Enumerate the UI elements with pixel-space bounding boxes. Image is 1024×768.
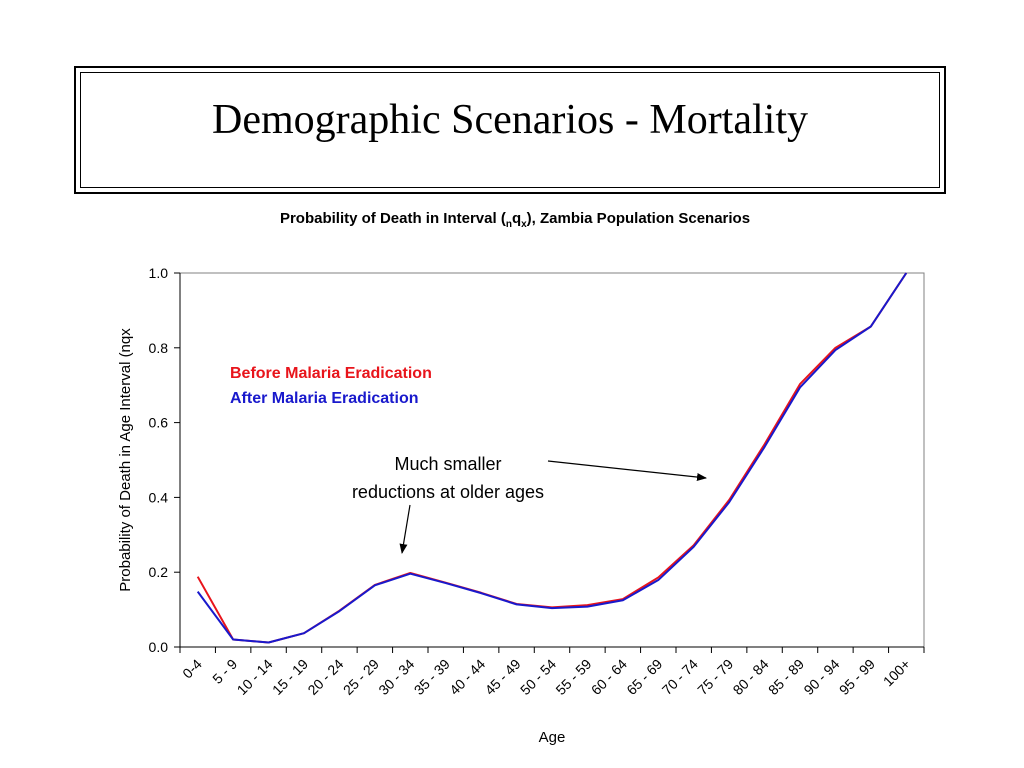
chart-title-sub-n: n [505,219,512,230]
chart-title: Probability of Death in Interval (nqx), … [0,210,1024,230]
x-tick-label: 40 - 44 [446,656,488,698]
y-tick-label: 0.2 [149,564,169,580]
legend-after-malaria-eradication: After Malaria Eradication [230,390,419,407]
chart-title-main: Probability of Death in Interval ( [279,210,506,227]
series-line-before-malaria-eradication [196,272,908,644]
slide-title: Demographic Scenarios - Mortality [212,97,808,143]
x-tick-label: 20 - 24 [304,656,346,698]
x-tick-label: 35 - 39 [411,656,453,698]
y-tick-label: 0.6 [149,415,169,431]
x-tick-label: 50 - 54 [517,656,559,698]
chart-title-rest: ), Zambia Population Scenarios [526,210,751,227]
x-tick-label: 25 - 29 [340,656,382,698]
x-tick-label: 95 - 99 [836,656,878,698]
plot-area-frame [179,272,925,648]
annotation-line-2: reductions at older ages [352,482,544,502]
x-tick-label: 30 - 34 [375,656,417,698]
x-tick-label: 80 - 84 [730,656,772,698]
y-tick-label: 0.0 [149,639,169,655]
title-frame: Demographic Scenarios - Mortality [74,66,946,194]
x-tick-label: 0-4 [179,656,205,682]
x-tick-label: 100+ [880,656,914,690]
y-tick-label: 0.4 [149,489,169,505]
x-tick-label: 75 - 79 [694,656,736,698]
x-tick-label: 15 - 19 [269,656,311,698]
x-tick-label: 10 - 14 [234,656,276,698]
annotation-arrow-older-ages [547,460,707,482]
y-tick-label: 1.0 [149,265,169,281]
x-tick-label: 5 - 9 [209,656,240,687]
annotation-arrow-young-adults [399,504,411,554]
chart-title-sub-x: x [521,219,527,230]
chart-title-q: q [511,210,522,227]
x-tick-label: 55 - 59 [552,656,594,698]
y-tick-label: 0.8 [149,340,169,356]
annotation-line-1: Much smaller [394,454,501,474]
x-tick-label: 65 - 69 [623,656,665,698]
y-axis-label: Probability of Death in Age Interval (nq… [117,328,134,592]
x-tick-label: 45 - 49 [482,656,524,698]
title-frame-inner-border [80,72,940,188]
x-axis-label: Age [539,729,566,746]
legend-before-malaria-eradication: Before Malaria Eradication [230,365,432,382]
x-tick-label: 85 - 89 [765,656,807,698]
x-tick-label: 90 - 94 [800,656,842,698]
x-tick-label: 70 - 74 [659,656,701,698]
x-tick-label: 60 - 64 [588,656,630,698]
series-line-after-malaria-eradication [196,272,908,644]
